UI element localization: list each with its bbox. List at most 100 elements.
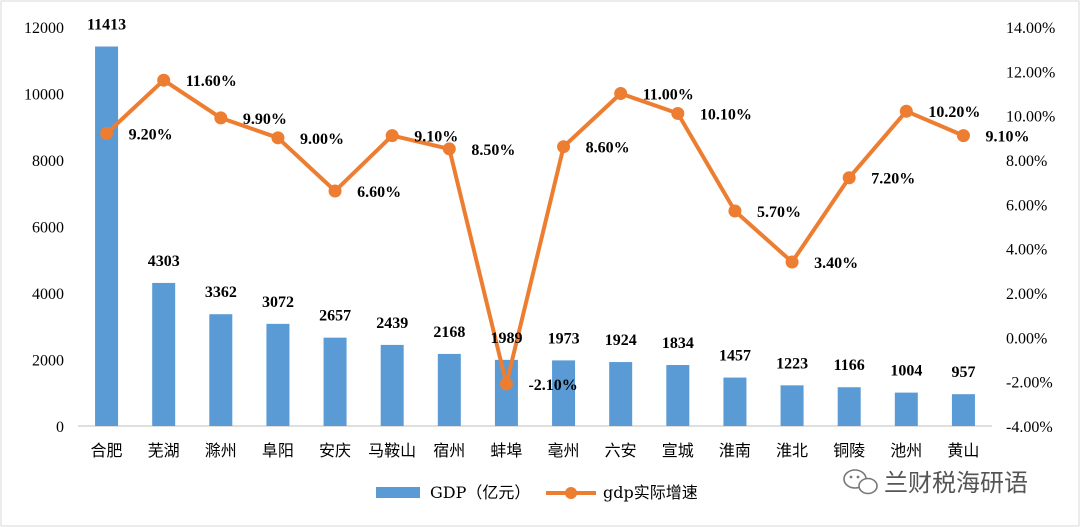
gdp-bar (837, 387, 861, 426)
gdp-bar (666, 365, 690, 426)
growth-data-label: 7.20% (871, 171, 915, 188)
right-tick-label: 12.00% (1006, 64, 1055, 81)
growth-data-label: 5.70% (757, 204, 801, 221)
gdp-bar-label: 1457 (719, 348, 751, 365)
category-label: 宣城 (662, 441, 694, 460)
gdp-bar-label: 1973 (548, 330, 580, 347)
growth-data-label: -2.10% (528, 377, 577, 394)
category-label: 马鞍山 (368, 441, 416, 460)
category-label: 合肥 (91, 441, 123, 460)
growth-data-label: 9.10% (985, 129, 1029, 146)
growth-data-labels: 9.20% 11.60% 9.90% 9.00% 6.60% 9.10% 8.50% -2.1… (129, 73, 1030, 394)
gdp-bar-label: 1924 (605, 332, 637, 349)
category-label: 黄山 (947, 441, 979, 460)
right-tick-label: 4.00% (1006, 242, 1047, 259)
left-tick-label: 8000 (32, 153, 64, 170)
right-tick-label: 8.00% (1006, 153, 1047, 170)
growth-marker (100, 126, 114, 140)
growth-data-label: 11.60% (186, 73, 237, 90)
gdp-bar-label: 1834 (662, 335, 694, 352)
growth-data-label: 9.10% (414, 129, 458, 146)
gdp-bar (723, 377, 747, 426)
growth-marker (271, 131, 285, 145)
category-label: 蚌埠 (490, 441, 522, 460)
legend-bar-swatch (376, 487, 420, 498)
gdp-bar (209, 314, 233, 426)
category-label: 六安 (605, 441, 637, 460)
gdp-bar (266, 323, 290, 426)
gdp-bar (437, 353, 461, 426)
growth-marker (442, 142, 456, 156)
gdp-bar (380, 344, 404, 426)
gdp-bar-label: 2657 (319, 308, 351, 325)
growth-data-label: 11.00% (643, 87, 694, 104)
gdp-bars (95, 46, 975, 426)
legend: GDP（亿元） gdp实际增速 (376, 483, 698, 502)
growth-marker (728, 204, 742, 218)
gdp-bar (894, 392, 918, 426)
growth-marker (214, 111, 228, 125)
growth-marker (842, 171, 856, 185)
growth-data-label: 6.60% (357, 184, 401, 201)
growth-line (100, 73, 970, 391)
gdp-bar (95, 46, 119, 426)
category-label: 池州 (890, 441, 922, 460)
gdp-bar-label: 1166 (834, 357, 865, 374)
gdp-bar-label: 2168 (433, 324, 465, 341)
category-label: 滁州 (205, 441, 237, 460)
gdp-bar (780, 385, 804, 426)
watermark: 兰财税海研语 (843, 469, 1028, 497)
gdp-bar-label: 2439 (376, 315, 408, 332)
gdp-bar (552, 360, 576, 426)
gdp-data-labels: 11413 4303 3362 3072 2657 2439 2168 1989 1973 192… (87, 17, 975, 382)
right-tick-label: 14.00% (1006, 20, 1055, 37)
watermark-text: 兰财税海研语 (884, 469, 1028, 497)
growth-marker (899, 104, 913, 118)
left-axis-ticks: 0 2000 4000 6000 8000 10000 12000 (24, 20, 64, 436)
gdp-bar-label: 4303 (148, 253, 180, 270)
legend-line-marker (565, 487, 577, 499)
growth-marker (956, 129, 970, 143)
category-label: 铜陵 (833, 441, 865, 460)
gdp-bar (152, 282, 176, 426)
right-tick-label: 10.00% (1006, 109, 1055, 126)
legend-bar-label: GDP（亿元） (430, 483, 530, 502)
gdp-bar-label: 11413 (87, 17, 126, 34)
growth-marker (157, 73, 171, 87)
right-axis-ticks: -4.00% -2.00% 0.00% 2.00% 4.00% 6.00% 8.00% 10.… (1006, 20, 1055, 436)
category-labels: 合肥 芜湖 滁州 阜阳 安庆 马鞍山 宿州 蚌埠 亳州 六安 宣城 淮南 淮北 铜陵 池州 黄山 (91, 441, 980, 460)
gdp-bar-label: 957 (951, 364, 975, 381)
right-tick-label: -4.00% (1006, 419, 1053, 436)
gdp-bar (951, 394, 975, 426)
category-label: 芜湖 (148, 441, 180, 460)
growth-data-label: 9.20% (129, 126, 173, 143)
growth-marker (785, 255, 799, 269)
category-label: 亳州 (548, 441, 580, 460)
growth-marker (557, 140, 571, 154)
growth-line-path (105, 78, 965, 386)
category-label: 宿州 (433, 441, 465, 460)
growth-marker (671, 106, 685, 120)
growth-marker (385, 129, 399, 143)
legend-line-label: gdp实际增速 (603, 483, 698, 502)
gdp-bar-label: 1004 (890, 363, 922, 380)
growth-data-label: 9.00% (300, 131, 344, 148)
right-tick-label: 0.00% (1006, 330, 1047, 347)
left-tick-label: 4000 (32, 286, 64, 303)
growth-data-label: 9.90% (243, 111, 287, 128)
right-tick-label: 2.00% (1006, 286, 1047, 303)
growth-marker (499, 377, 513, 391)
left-tick-label: 10000 (24, 87, 64, 104)
gdp-bar (323, 337, 347, 426)
gdp-bar-label: 1989 (490, 330, 522, 347)
gdp-bar (494, 359, 518, 426)
growth-data-label: 8.60% (586, 140, 630, 157)
gdp-bar-label: 3362 (205, 284, 237, 301)
growth-marker (614, 87, 628, 100)
category-label: 淮北 (776, 441, 808, 460)
category-label: 阜阳 (262, 441, 294, 460)
category-label: 安庆 (319, 441, 351, 460)
